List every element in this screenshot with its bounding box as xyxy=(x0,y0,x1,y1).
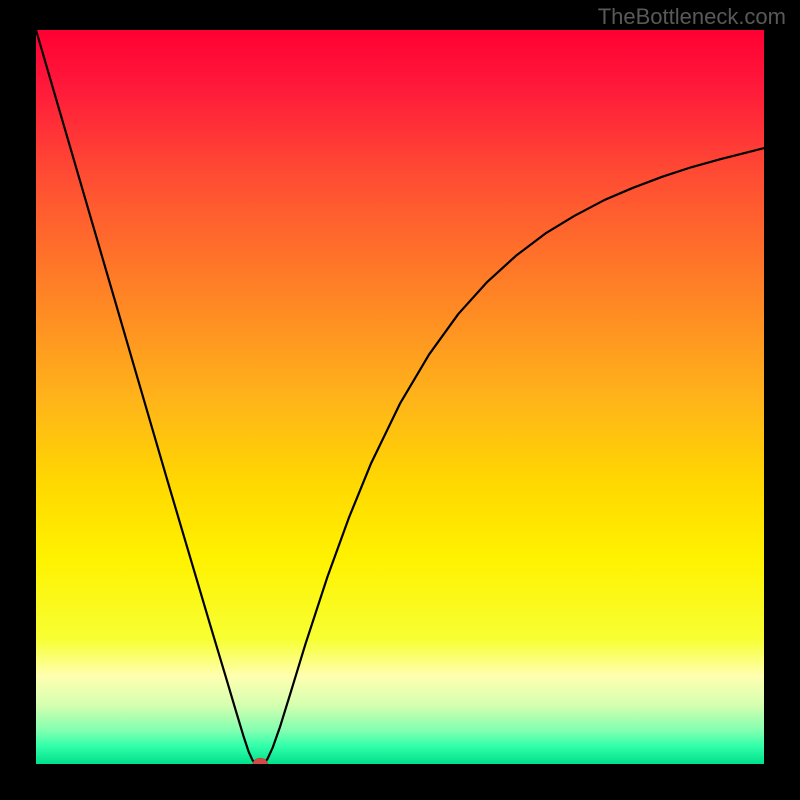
watermark-text: TheBottleneck.com xyxy=(598,4,786,30)
chart-area xyxy=(36,30,764,764)
chart-background xyxy=(36,30,764,764)
chart-svg xyxy=(36,30,764,764)
